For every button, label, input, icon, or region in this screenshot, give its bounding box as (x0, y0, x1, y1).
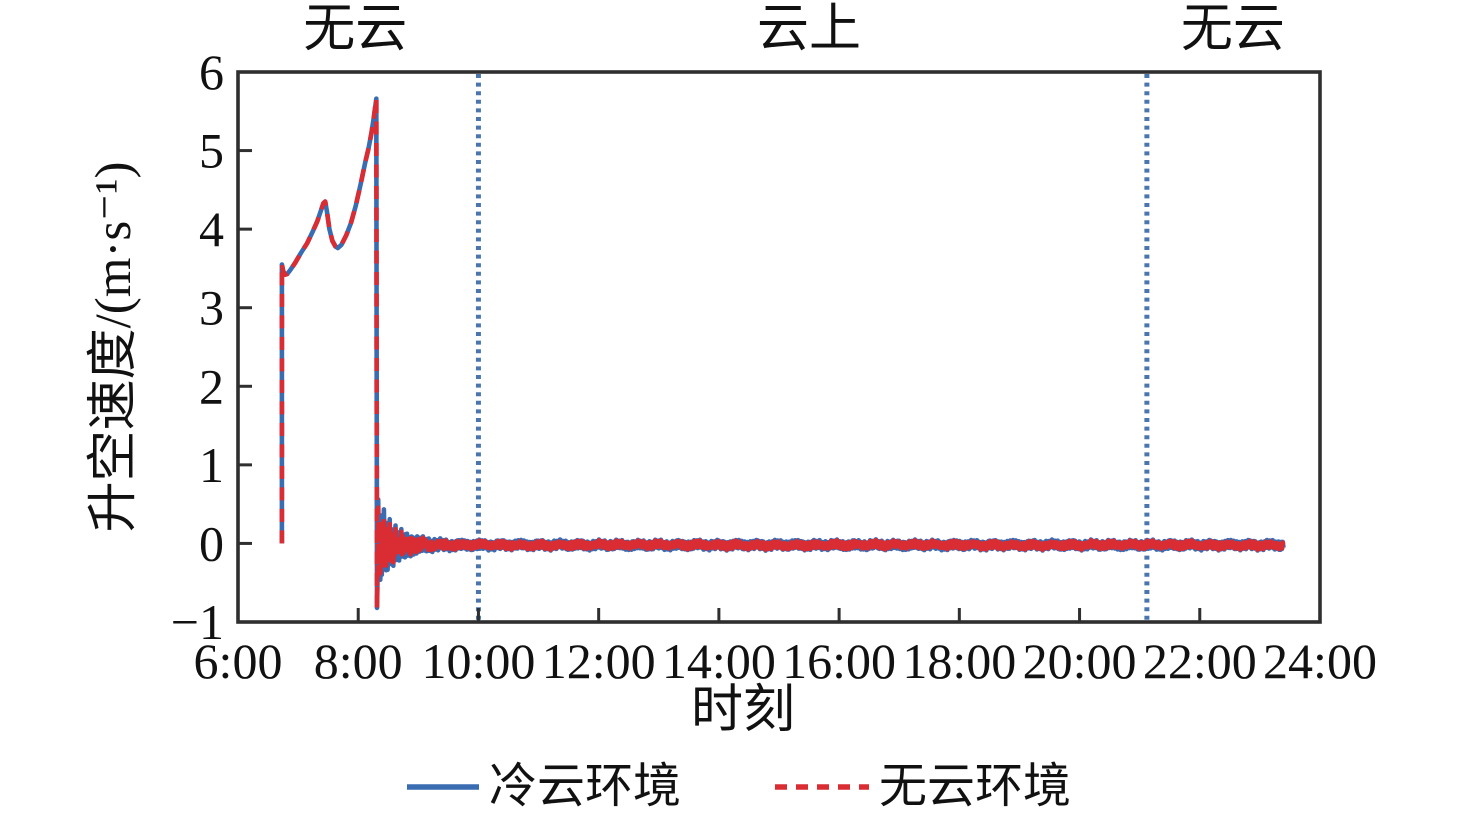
x-tick-label: 8:00 (314, 633, 403, 689)
y-tick-label: 3 (199, 280, 224, 336)
legend-solid-line-sample (406, 784, 479, 790)
region-label: 无云 (1181, 1, 1285, 58)
region-labels: 无云 云上 无云 (303, 1, 1285, 58)
x-tick-label: 14:00 (662, 633, 776, 689)
plot-frame-group (236, 70, 1322, 624)
legend: 冷云环境 无云环境 (0, 757, 1476, 817)
y-tick-label: 2 (199, 358, 224, 414)
x-tick-label: 18:00 (902, 633, 1016, 689)
x-tick-label: 12:00 (542, 633, 656, 689)
x-tick-label: 6:00 (194, 633, 283, 689)
legend-item-cloudless: 无云环境 (773, 763, 1071, 811)
x-tick-label: 24:00 (1263, 633, 1377, 689)
series-cold-cloud-line (279, 96, 1286, 611)
x-tick-label: 10:00 (421, 633, 535, 689)
axis-tick-labels: 6:00 8:00 10:00 12:00 14:00 16:00 18:00 20:00 22… (171, 44, 1377, 689)
y-tick-label: −1 (171, 594, 224, 650)
y-axis-label: 升空速度/(m·s⁻¹) (86, 162, 142, 533)
ascent-velocity-chart: 6:00 8:00 10:00 12:00 14:00 16:00 18:00 20:00 22… (86, 1, 1377, 739)
legend-label-cloudless: 无云环境 (879, 760, 1072, 813)
y-tick-label: 0 (199, 515, 224, 571)
x-tick-label: 22:00 (1143, 633, 1257, 689)
y-tick-label: 4 (199, 201, 224, 257)
y-tick-label: 5 (199, 123, 224, 179)
plot-frame (236, 70, 1322, 624)
region-label: 无云 (303, 1, 407, 58)
x-tick-label: 16:00 (782, 633, 896, 689)
legend-label-cold-cloud: 冷云环境 (488, 760, 681, 813)
axis-ticks (236, 70, 1322, 624)
y-tick-label: 6 (199, 44, 224, 100)
legend-dashed-line-sample (775, 784, 869, 790)
legend-item-cold-cloud: 冷云环境 (405, 763, 681, 811)
x-axis-label: 时刻 (691, 682, 795, 739)
region-label: 云上 (757, 1, 861, 58)
x-tick-label: 20:00 (1023, 633, 1137, 689)
y-tick-label: 1 (199, 437, 224, 493)
series-cloudless-line (279, 96, 1286, 611)
data-curves (279, 96, 1286, 611)
